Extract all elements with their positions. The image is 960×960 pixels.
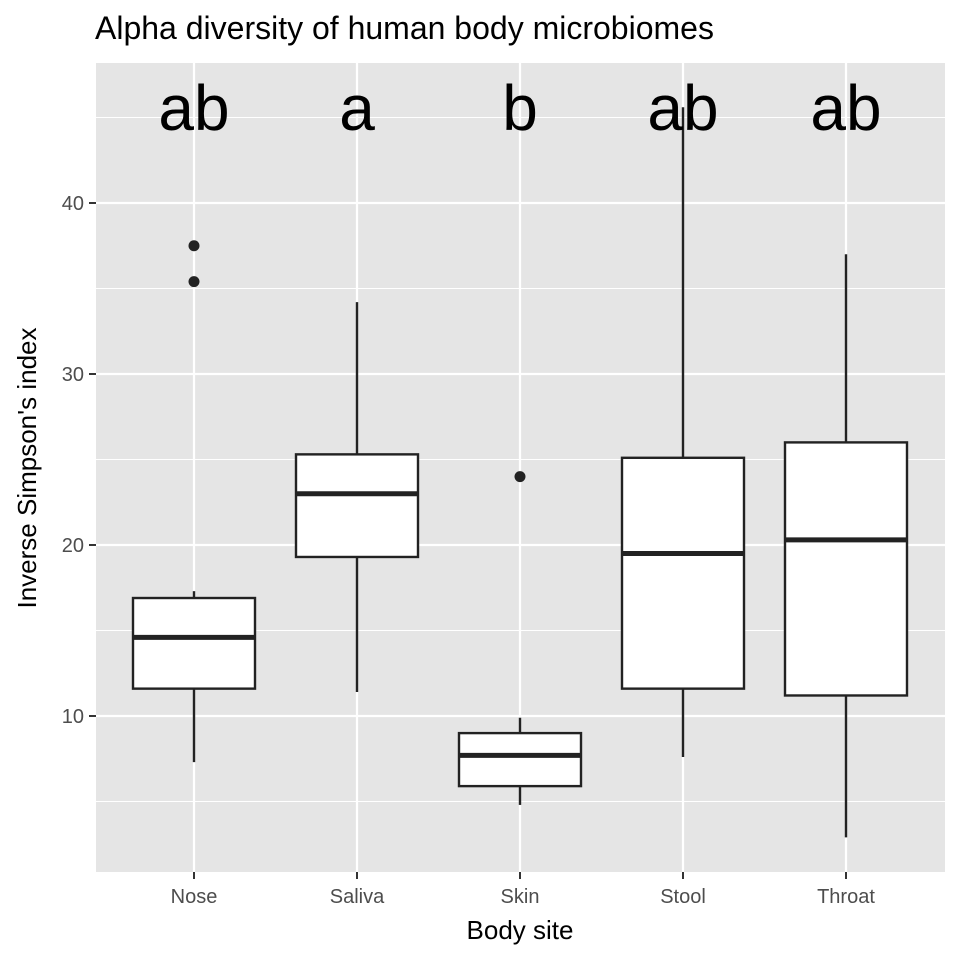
y-axis: 10 20 30 40 [62, 193, 96, 728]
box-stool [620, 107, 746, 758]
y-axis-title: Inverse Simpson's index [12, 328, 42, 609]
x-axis-title: Body site [467, 915, 574, 945]
x-tick-label: Stool [660, 886, 706, 908]
significance-letter: ab [810, 72, 881, 144]
iqr-box [783, 441, 909, 697]
significance-letter: b [502, 72, 538, 144]
iqr-box [620, 456, 746, 690]
significance-letter: ab [647, 72, 718, 144]
significance-letters: ab a b ab ab [158, 72, 881, 144]
x-tick-label: Throat [817, 886, 875, 908]
x-axis: Nose Saliva Skin Stool Throat [171, 872, 875, 908]
box-saliva [294, 302, 420, 693]
outlier-point [514, 471, 526, 483]
iqr-box [131, 596, 257, 690]
box-throat [783, 254, 909, 838]
significance-letter: ab [158, 72, 229, 144]
x-tick-label: Saliva [330, 886, 385, 908]
x-tick-label: Nose [171, 886, 218, 908]
y-tick-label: 10 [62, 706, 84, 728]
chart-title: Alpha diversity of human body microbiome… [95, 10, 714, 46]
outlier-point [188, 276, 200, 288]
y-tick-label: 40 [62, 193, 84, 215]
box-skin [457, 471, 583, 805]
y-tick-label: 20 [62, 535, 84, 557]
iqr-box [457, 731, 583, 788]
iqr-box [294, 453, 420, 559]
y-tick-label: 30 [62, 364, 84, 386]
significance-letter: a [339, 72, 375, 144]
outlier-point [188, 240, 200, 252]
box-nose [131, 240, 257, 763]
x-tick-label: Skin [501, 886, 540, 908]
boxes [131, 107, 909, 838]
